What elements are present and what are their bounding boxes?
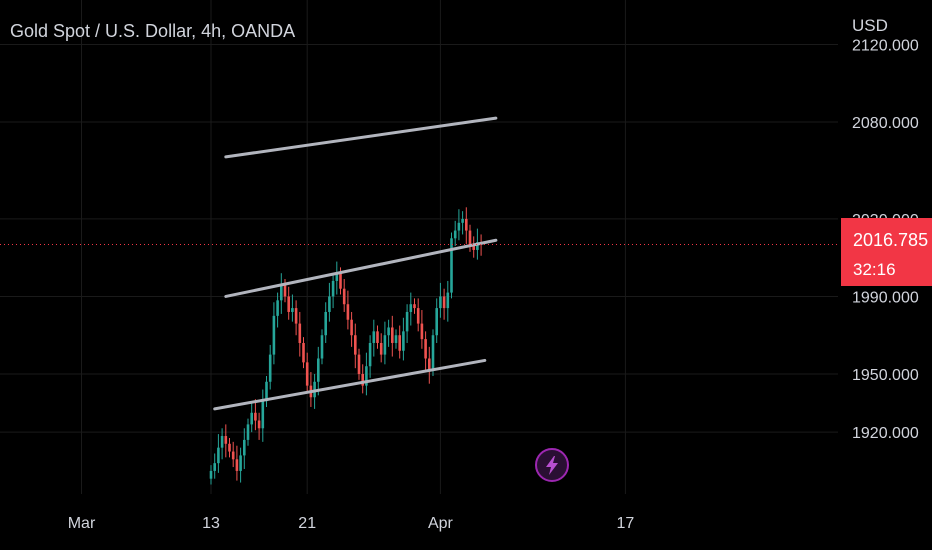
candle-body — [302, 342, 305, 363]
price-axis-label: 1990.000 — [852, 289, 919, 306]
candle-body — [439, 296, 442, 309]
candle-body — [465, 218, 468, 231]
channel-lines-layer — [213, 116, 498, 411]
candle-body — [254, 412, 257, 421]
candle-body — [231, 451, 235, 460]
candles-layer — [209, 207, 483, 485]
candle-body — [294, 308, 298, 324]
price-axis-label: 2120.000 — [852, 37, 919, 54]
candle-body — [472, 246, 475, 250]
candle-body — [335, 273, 339, 281]
candle-body — [276, 300, 279, 316]
candle-body — [376, 331, 379, 343]
candle-body — [346, 304, 350, 320]
candle-body — [398, 335, 401, 351]
symbol-title: Gold Spot / U.S. Dollar, 4h, OANDA — [10, 21, 296, 41]
candle-body — [379, 342, 383, 355]
time-axis-label: Mar — [68, 515, 96, 532]
candle-body — [246, 424, 250, 440]
candle-body — [235, 459, 239, 471]
candle-body — [209, 470, 213, 479]
candle-body — [354, 335, 357, 355]
candle-body — [298, 323, 302, 343]
candle-body — [213, 463, 216, 471]
flash-button[interactable] — [535, 448, 569, 482]
candle-body — [413, 304, 416, 309]
candle-body — [320, 335, 324, 359]
lightning-bolt-icon — [546, 456, 558, 475]
candle-body — [261, 401, 265, 429]
candle-body — [457, 222, 461, 231]
channel-line-upper — [224, 116, 498, 159]
candle-body — [435, 308, 438, 336]
candle-body — [280, 284, 283, 301]
price-axis-label: 1920.000 — [852, 425, 919, 442]
candle-body — [228, 443, 231, 452]
candle-body — [405, 311, 409, 332]
time-axis-label: Apr — [428, 515, 454, 532]
candle-body — [342, 288, 346, 305]
candle-body — [391, 327, 394, 343]
candle-body — [372, 331, 376, 343]
candle-body — [339, 273, 342, 289]
candle-body — [431, 335, 435, 371]
candle-body — [265, 381, 268, 402]
candle-body — [272, 315, 276, 355]
candle-body — [305, 362, 309, 386]
candle-body — [243, 439, 246, 456]
candle-body — [387, 327, 390, 336]
last-price-value: 2016.785 — [853, 230, 929, 250]
time-axis-label: 13 — [202, 515, 220, 532]
price-axis-label: 2080.000 — [852, 115, 919, 132]
candle-body — [250, 412, 253, 425]
candle-body — [217, 447, 220, 464]
candle-body — [239, 455, 242, 471]
candle-body — [416, 308, 420, 324]
candle-body — [317, 358, 320, 382]
candle-body — [461, 218, 464, 223]
candle-body — [268, 354, 272, 382]
time-axis-label: 17 — [617, 515, 635, 532]
candle-body — [402, 331, 405, 351]
candle-body — [350, 319, 353, 336]
candle-body — [365, 366, 368, 386]
candle-body — [453, 230, 457, 239]
candle-body — [420, 323, 424, 340]
candle-body — [287, 296, 290, 312]
channel-line-middle — [224, 238, 498, 298]
candle-body — [450, 238, 453, 293]
currency-label[interactable]: USD — [852, 16, 888, 35]
bar-countdown: 32:16 — [853, 260, 896, 279]
candle-body — [324, 311, 327, 336]
candle-body — [468, 230, 472, 247]
candle-body — [383, 335, 387, 355]
candle-body — [446, 292, 450, 309]
candle-body — [361, 374, 364, 386]
candle-body — [368, 342, 372, 367]
candle-body — [283, 284, 287, 297]
candle-body — [328, 296, 331, 312]
candle-body — [424, 339, 427, 359]
candle-body — [257, 420, 261, 429]
price-axis-label: 1950.000 — [852, 367, 919, 384]
axis-labels-layer: 1920.0001950.0001990.0002030.0002080.000… — [68, 37, 919, 532]
candle-body — [291, 308, 294, 312]
channel-line-lower — [213, 358, 487, 411]
time-axis-label: 21 — [298, 515, 316, 532]
grid-layer — [0, 0, 838, 494]
candle-body — [409, 304, 413, 312]
candle-body — [331, 280, 335, 297]
candle-body — [394, 335, 398, 343]
candle-body — [220, 436, 224, 448]
candle-body — [442, 296, 446, 309]
candle-body — [357, 354, 361, 374]
candle-body — [428, 358, 431, 371]
candle-body — [224, 436, 228, 444]
candle-body — [476, 242, 479, 250]
last-price-badge: 2016.785 32:16 — [841, 218, 932, 286]
